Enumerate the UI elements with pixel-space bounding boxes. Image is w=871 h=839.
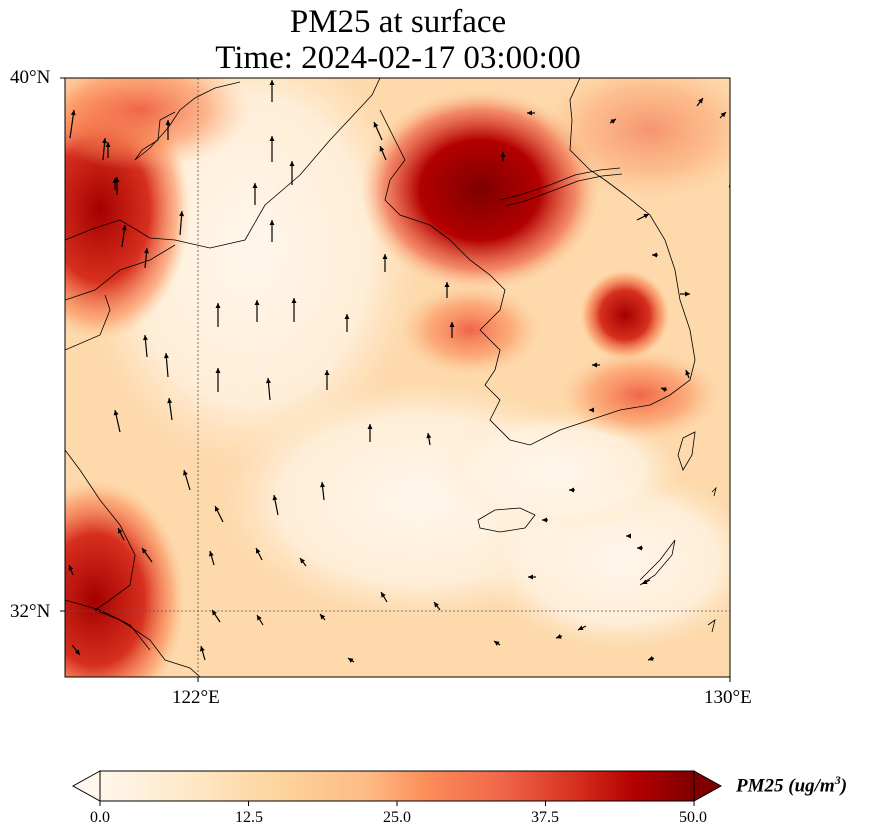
wind-vector-head: [592, 362, 597, 368]
wind-vector-head: [256, 548, 261, 554]
wind-vector-head: [215, 303, 221, 308]
wind-vector-head: [199, 646, 205, 652]
wind-vector-head: [500, 152, 506, 157]
wind-vector-head: [269, 80, 275, 85]
wind-vector-head: [367, 424, 373, 429]
wind-vector-head: [643, 214, 649, 219]
wind-vector-head: [121, 225, 127, 231]
wind-vector-head: [291, 298, 297, 303]
wind-vector-head: [528, 574, 533, 580]
coastline: [65, 78, 717, 677]
wind-vector-head: [179, 211, 185, 217]
colorbar-extend-max: [693, 770, 723, 802]
wind-vector-head: [74, 649, 80, 655]
wind-vector-head: [165, 120, 171, 125]
wind-vector-head: [685, 370, 691, 376]
wind-vector-head: [68, 565, 74, 571]
wind-vector-head: [215, 506, 220, 512]
wind-vector-head: [382, 254, 388, 259]
wind-vector-head: [542, 517, 547, 523]
map-subtitle-time: Time: 2024-02-17 03:00:00: [215, 40, 581, 76]
wind-vector-head: [163, 353, 169, 359]
wind-vector-head: [652, 252, 657, 258]
wind-vector-head: [183, 470, 188, 476]
wind-vector-head: [254, 300, 260, 305]
colorbar-tick-2: 25.0: [383, 809, 411, 826]
lat-label-32n: 32°N: [10, 601, 51, 622]
wind-vector-head: [215, 368, 221, 373]
lat-label-40n: 40°N: [10, 67, 51, 88]
wind-vector-head: [379, 146, 385, 152]
colorbar-tick-1: 12.5: [235, 809, 263, 826]
pm25-field: [65, 78, 730, 677]
colorbar-tick-0: 0.0: [90, 809, 110, 826]
wind-vector-head: [610, 119, 616, 124]
wind-vectors: [68, 80, 730, 663]
wind-vector-head: [661, 387, 667, 392]
wind-vector-head: [324, 370, 330, 375]
wind-vector-head: [648, 656, 654, 661]
wind-vector-head: [70, 110, 76, 116]
wind-vector-head: [144, 248, 149, 254]
wind-vector-head: [113, 410, 119, 416]
wind-vector-head: [373, 122, 379, 128]
wind-vector-head: [449, 322, 455, 327]
colorbar-tick-3: 37.5: [531, 809, 559, 826]
wind-vector-head: [348, 658, 354, 663]
map-title: PM25 at surface: [289, 4, 507, 40]
colorbar: [71, 770, 723, 806]
wind-vector-head: [212, 610, 217, 616]
lon-label-122e: 122°E: [172, 687, 220, 708]
wind-vector-head: [381, 592, 386, 598]
colorbar-tick-4: 50.0: [679, 809, 707, 826]
wind-vector-head: [252, 183, 258, 188]
wind-vector-head: [642, 579, 648, 584]
colorbar-label: PM25 (ug/m3): [736, 773, 848, 797]
wind-vector-head: [265, 378, 271, 384]
wind-vector-head: [142, 335, 148, 341]
wind-vector-head: [578, 625, 584, 630]
wind-vector-head: [320, 614, 326, 620]
wind-vector-head: [105, 142, 111, 147]
wind-vector-head: [589, 407, 594, 413]
wind-vector-head: [118, 528, 123, 534]
wind-vector-head: [269, 136, 275, 141]
wind-vector-head: [698, 98, 703, 104]
wind-vector-head: [426, 433, 432, 439]
wind-vector-head: [626, 533, 631, 539]
wind-vector-head: [269, 220, 275, 225]
wind-vector-head: [720, 112, 726, 118]
gridlines: [65, 78, 730, 677]
wind-vector-head: [685, 291, 690, 297]
wind-vector-head: [494, 641, 500, 646]
wind-vector-head: [112, 178, 118, 183]
wind-vector-head: [556, 634, 562, 639]
wind-vector-head: [637, 545, 642, 551]
map-frame: [64, 77, 731, 678]
wind-vector-head: [257, 615, 262, 621]
wind-vector-head: [102, 138, 108, 144]
colorbar-extend-min: [71, 770, 101, 802]
wind-vector-head: [272, 495, 278, 501]
wind-vector-head: [167, 398, 173, 404]
wind-vector-head: [320, 482, 326, 488]
lon-label-130e: 130°E: [704, 687, 752, 708]
colorbar-gradient: [100, 771, 694, 801]
wind-vector-head: [344, 314, 350, 319]
wind-vector-head: [208, 551, 214, 557]
wind-vector-head: [300, 558, 305, 564]
wind-vector-head: [142, 548, 147, 554]
wind-vector-head: [289, 161, 295, 166]
wind-vector-head: [444, 282, 450, 287]
wind-vector-head: [527, 110, 532, 116]
wind-vector-head: [434, 602, 439, 608]
wind-vector-head: [569, 487, 574, 493]
